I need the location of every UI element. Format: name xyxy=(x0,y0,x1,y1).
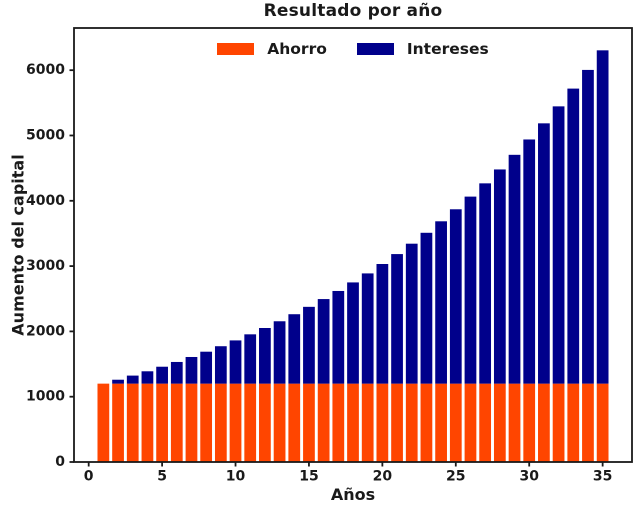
bar-ahorro-year-1 xyxy=(97,383,110,462)
bar-intereses-year-10 xyxy=(229,340,242,384)
bar-ahorro-year-29 xyxy=(508,383,521,462)
x-tick-label: 25 xyxy=(446,469,465,485)
bar-ahorro-year-12 xyxy=(259,383,271,462)
bar-ahorro-year-22 xyxy=(405,383,418,462)
legend-swatch-ahorro-icon xyxy=(217,43,255,55)
bar-intereses-year-8 xyxy=(200,351,213,384)
bar-series-group xyxy=(97,50,609,462)
bar-ahorro-year-28 xyxy=(493,383,506,462)
bar-ahorro-year-5 xyxy=(156,383,168,462)
legend-label-intereses: Intereses xyxy=(406,40,489,58)
bar-ahorro-year-19 xyxy=(361,383,374,462)
bar-intereses-year-30 xyxy=(523,139,536,384)
bar-intereses-year-24 xyxy=(435,221,447,384)
bar-ahorro-year-31 xyxy=(538,383,550,462)
bar-ahorro-year-3 xyxy=(126,383,139,462)
legend-item-ahorro: Ahorro xyxy=(217,40,327,58)
bar-ahorro-year-18 xyxy=(347,383,359,462)
bar-ahorro-year-20 xyxy=(376,383,389,462)
bar-intereses-year-11 xyxy=(244,334,257,384)
bar-intereses-year-14 xyxy=(288,314,301,384)
y-tick-label: 2000 xyxy=(26,323,65,339)
bar-intereses-year-18 xyxy=(347,282,359,384)
chart-title: Resultado por año xyxy=(263,1,443,21)
bar-intereses-year-26 xyxy=(464,196,477,384)
y-tick-label: 3000 xyxy=(26,258,65,274)
bar-intereses-year-35 xyxy=(596,50,609,384)
bar-ahorro-year-26 xyxy=(464,383,477,462)
bar-ahorro-year-23 xyxy=(420,383,433,462)
bar-intereses-year-15 xyxy=(303,306,315,384)
bar-intereses-year-20 xyxy=(376,264,389,384)
bar-ahorro-year-35 xyxy=(596,383,609,462)
x-tick-label: 20 xyxy=(373,469,393,485)
bar-ahorro-year-10 xyxy=(229,383,242,462)
bar-intereses-year-3 xyxy=(126,375,139,384)
bar-ahorro-year-17 xyxy=(332,383,345,462)
bar-intereses-year-7 xyxy=(185,356,198,384)
y-axis-label: Aumento del capital xyxy=(8,154,28,336)
bar-intereses-year-6 xyxy=(170,361,183,384)
bar-intereses-year-29 xyxy=(508,154,521,384)
y-tick-label: 4000 xyxy=(26,193,65,209)
bar-intereses-year-16 xyxy=(317,299,330,384)
bar-intereses-year-34 xyxy=(582,69,594,384)
x-tick-label: 10 xyxy=(226,469,246,485)
x-tick-label: 0 xyxy=(84,469,94,485)
bar-intereses-year-23 xyxy=(420,232,433,384)
x-tick-label: 5 xyxy=(157,469,167,485)
bar-ahorro-year-8 xyxy=(200,383,213,462)
plot-spines xyxy=(73,27,633,463)
bar-ahorro-year-6 xyxy=(170,383,183,462)
bar-intereses-year-33 xyxy=(567,88,580,384)
axes-group: 0 5 10 15 20 25 30 35 0 1000 2000 3000 4000 5000 6000 xyxy=(26,27,633,485)
y-tick-label: 6000 xyxy=(26,62,65,78)
bar-intereses-year-19 xyxy=(361,273,374,384)
bar-intereses-year-21 xyxy=(391,254,403,384)
bar-ahorro-year-25 xyxy=(449,383,462,462)
legend-swatch-intereses-icon xyxy=(356,43,394,55)
y-tick-label: 5000 xyxy=(26,127,65,143)
x-axis-label: Años xyxy=(330,485,376,504)
bar-intereses-year-13 xyxy=(273,321,286,384)
bar-ahorro-year-9 xyxy=(214,383,227,462)
bar-ahorro-year-4 xyxy=(141,383,154,462)
bar-ahorro-year-21 xyxy=(391,383,403,462)
bar-ahorro-year-13 xyxy=(273,383,286,462)
bar-ahorro-year-14 xyxy=(288,383,301,462)
bar-ahorro-year-27 xyxy=(479,383,492,462)
bar-intereses-year-25 xyxy=(449,209,462,384)
legend-label-ahorro: Ahorro xyxy=(267,40,327,58)
bar-ahorro-year-11 xyxy=(244,383,257,462)
bar-ahorro-year-32 xyxy=(552,383,565,462)
bar-intereses-year-27 xyxy=(479,183,492,384)
bar-ahorro-year-2 xyxy=(112,383,124,462)
bar-intereses-year-9 xyxy=(214,346,227,384)
bar-intereses-year-4 xyxy=(141,371,154,384)
bar-intereses-year-28 xyxy=(493,169,506,384)
bar-ahorro-year-30 xyxy=(523,383,536,462)
bar-ahorro-year-7 xyxy=(185,383,198,462)
bar-intereses-year-17 xyxy=(332,290,345,384)
bar-ahorro-year-33 xyxy=(567,383,580,462)
x-tick-label: 15 xyxy=(299,469,318,485)
x-tick-label: 35 xyxy=(593,469,612,485)
legend-item-intereses: Intereses xyxy=(356,40,489,58)
bar-ahorro-year-24 xyxy=(435,383,447,462)
bar-ahorro-year-15 xyxy=(303,383,315,462)
legend: Ahorro Intereses xyxy=(74,40,632,58)
bar-intereses-year-2 xyxy=(112,379,124,384)
bar-intereses-year-32 xyxy=(552,106,565,384)
bar-intereses-year-31 xyxy=(538,123,550,384)
x-tick-label: 30 xyxy=(519,469,539,485)
bar-intereses-year-5 xyxy=(156,366,168,384)
y-tick-label: 0 xyxy=(55,454,65,470)
bar-ahorro-year-16 xyxy=(317,383,330,462)
bar-intereses-year-12 xyxy=(259,328,271,384)
y-tick-label: 1000 xyxy=(26,389,65,405)
bar-intereses-year-22 xyxy=(405,243,418,384)
bar-ahorro-year-34 xyxy=(582,383,594,462)
